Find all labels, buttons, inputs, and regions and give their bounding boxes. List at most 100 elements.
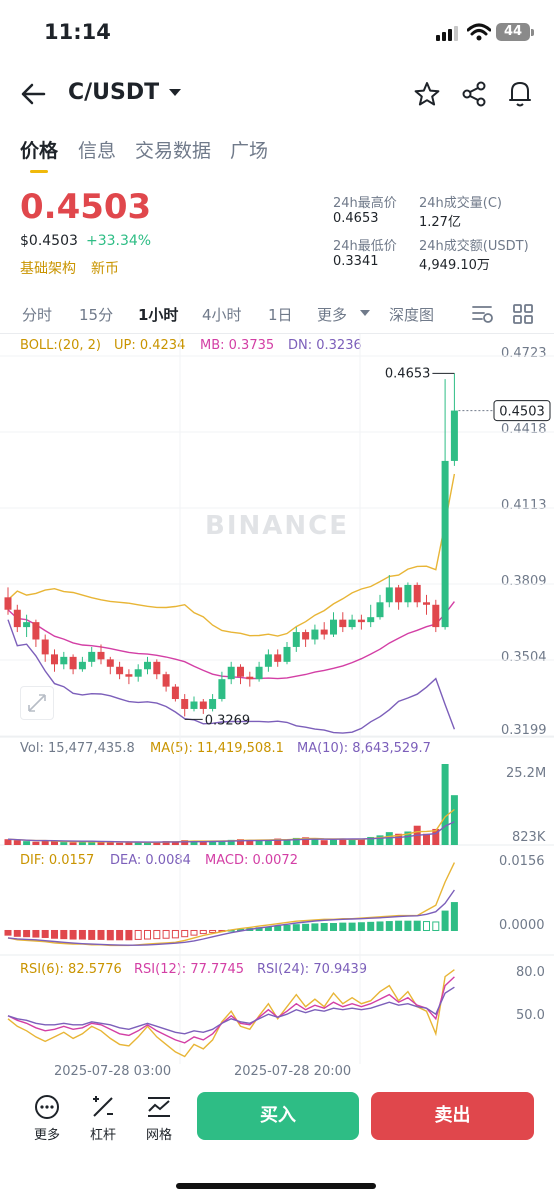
interval-depth[interactable]: 深度图 bbox=[389, 306, 435, 324]
macd-bar bbox=[404, 920, 412, 931]
candle-body bbox=[41, 639, 49, 655]
interval-15m[interactable]: 15分 bbox=[79, 306, 114, 324]
back-arrow-icon[interactable] bbox=[20, 82, 46, 106]
volume-bar bbox=[367, 836, 375, 845]
layout-grid-icon[interactable] bbox=[513, 304, 533, 324]
grid-trading-icon[interactable] bbox=[146, 1094, 172, 1120]
tab-price[interactable]: 价格 bbox=[20, 140, 59, 162]
tag-new-coin[interactable]: 新币 bbox=[91, 261, 119, 277]
macd-bar bbox=[339, 922, 347, 931]
macd-bar bbox=[199, 929, 207, 935]
tab-info[interactable]: 信息 bbox=[78, 140, 117, 162]
candle-body bbox=[423, 602, 430, 605]
sell-button[interactable]: 卖出 bbox=[371, 1092, 534, 1140]
buy-button[interactable]: 买入 bbox=[197, 1092, 359, 1140]
volume-bar bbox=[23, 841, 31, 845]
volume-bar bbox=[106, 842, 114, 845]
volume-bar bbox=[13, 840, 21, 845]
tab-trading-data[interactable]: 交易数据 bbox=[135, 140, 212, 162]
time-axis-tick: 2025-07-28 03:00 bbox=[54, 1064, 172, 1079]
volume-bar bbox=[404, 831, 412, 845]
rsi12-line bbox=[7, 976, 455, 1044]
interval-1h[interactable]: 1小时 bbox=[138, 306, 179, 324]
rsi-legend-24: RSI(24): 70.9439 bbox=[257, 962, 368, 977]
volume-bar bbox=[134, 842, 142, 845]
volume-bar bbox=[320, 840, 328, 845]
candle-body bbox=[106, 659, 114, 667]
interval-1d[interactable]: 1日 bbox=[268, 306, 293, 324]
macd-bar bbox=[274, 925, 282, 931]
vol-axis-tick: 823K bbox=[512, 830, 546, 845]
price-axis-tick: 0.4723 bbox=[501, 346, 547, 361]
macd-bar bbox=[125, 929, 133, 941]
macd-axis-tick: 0.0156 bbox=[499, 854, 545, 869]
candle-body bbox=[320, 629, 328, 635]
kline-chart[interactable]: BINANCE 0.4653 0.3269 0.4503 bbox=[0, 334, 554, 1084]
macd-bar bbox=[134, 929, 142, 940]
candle-body bbox=[78, 661, 86, 670]
price-usd: $0.4503 bbox=[20, 233, 78, 249]
interval-more-caret-icon[interactable] bbox=[360, 310, 370, 318]
interval-bar: 分时 15分 1小时 4小时 1日 更多 深度图 bbox=[0, 298, 554, 332]
candle-body bbox=[60, 656, 68, 665]
interval-time-share[interactable]: 分时 bbox=[22, 306, 53, 324]
volume-bar bbox=[255, 840, 263, 845]
macd-bar bbox=[302, 923, 310, 931]
interval-4h[interactable]: 4小时 bbox=[202, 306, 242, 324]
candle-body bbox=[144, 661, 151, 670]
more-icon[interactable] bbox=[34, 1094, 60, 1120]
macd-bar bbox=[78, 929, 86, 940]
macd-legend-macd: MACD: 0.0072 bbox=[205, 853, 298, 868]
macd-bar bbox=[292, 924, 300, 931]
wifi-icon bbox=[467, 23, 491, 41]
candle-body bbox=[227, 666, 235, 680]
share-icon[interactable] bbox=[461, 81, 487, 107]
volume-bar bbox=[69, 842, 77, 845]
macd-bar bbox=[4, 929, 12, 936]
tab-square[interactable]: 广场 bbox=[230, 140, 269, 162]
candle-body bbox=[274, 654, 282, 662]
volume-bar bbox=[432, 828, 440, 845]
volume-bar bbox=[283, 839, 291, 845]
more-label[interactable]: 更多 bbox=[34, 1128, 61, 1143]
volume-bar bbox=[348, 839, 356, 845]
stat-vol-usdt-value: 4,949.10万 bbox=[419, 258, 490, 273]
vol-axis-tick: 25.2M bbox=[506, 766, 547, 781]
signal-icon bbox=[436, 26, 458, 41]
candle-body bbox=[97, 651, 105, 660]
macd-bar bbox=[311, 923, 319, 931]
candle-body bbox=[395, 587, 403, 603]
candle-body bbox=[357, 619, 365, 623]
star-icon[interactable] bbox=[414, 81, 440, 107]
candle-body bbox=[413, 584, 421, 603]
pair-title[interactable]: C/USDT bbox=[68, 80, 160, 105]
indicator-settings-icon[interactable] bbox=[472, 304, 494, 324]
expand-icon bbox=[28, 694, 46, 712]
boll-lower-line bbox=[7, 619, 456, 734]
leverage-icon[interactable] bbox=[90, 1094, 116, 1120]
volume-bar bbox=[237, 839, 244, 845]
pair-dropdown-icon[interactable] bbox=[168, 88, 182, 98]
fullscreen-button[interactable] bbox=[20, 686, 54, 720]
boll-legend-mb: MB: 0.3735 bbox=[200, 338, 275, 353]
stat-low-value: 0.3341 bbox=[333, 254, 379, 269]
interval-more[interactable]: 更多 bbox=[317, 306, 348, 324]
candle-body bbox=[153, 661, 161, 675]
candle-body bbox=[450, 410, 458, 461]
volume-bar bbox=[4, 839, 12, 845]
stat-high-value: 0.4653 bbox=[333, 211, 379, 226]
price-change: +33.34% bbox=[86, 233, 152, 249]
macd-bar bbox=[97, 929, 105, 940]
nav-bar bbox=[0, 70, 554, 120]
grid-label[interactable]: 网格 bbox=[146, 1128, 173, 1143]
boll-upper-line bbox=[7, 473, 456, 637]
tag-infrastructure[interactable]: 基础架构 bbox=[20, 261, 76, 277]
candle-body bbox=[302, 632, 310, 640]
leverage-label[interactable]: 杠杆 bbox=[90, 1128, 117, 1143]
bell-icon[interactable] bbox=[508, 80, 532, 108]
candle-body bbox=[13, 609, 21, 628]
candle-body bbox=[32, 622, 40, 640]
volume-bar bbox=[153, 841, 161, 845]
macd-bar bbox=[432, 921, 440, 931]
macd-bar bbox=[423, 921, 430, 931]
